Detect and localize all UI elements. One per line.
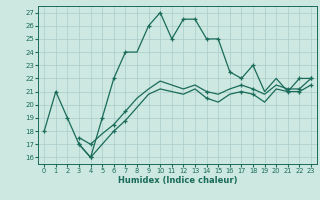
X-axis label: Humidex (Indice chaleur): Humidex (Indice chaleur)	[118, 176, 237, 185]
